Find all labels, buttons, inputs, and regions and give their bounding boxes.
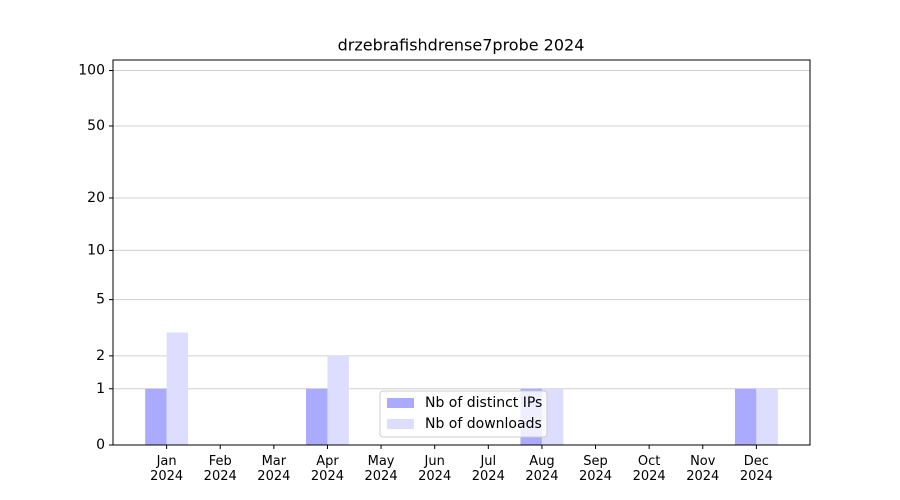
legend: Nb of distinct IPs Nb of downloads [379,390,548,438]
y-tick-label: 50 [87,118,105,134]
x-tick-label: Dec 2024 [739,454,773,484]
x-tick-label: Aug 2024 [525,454,559,484]
legend-box [379,390,548,438]
bar [734,388,757,445]
x-tick-label: Oct 2024 [632,454,666,484]
y-tick-label: 2 [96,348,105,364]
x-tick-label: Jun 2024 [418,454,452,484]
y-tick-label: 0 [96,437,105,453]
x-tick-label: Sep 2024 [578,454,613,484]
bar [306,388,328,445]
bar [327,355,349,445]
y-tick-label: 10 [87,242,105,258]
plot-frame [112,59,811,446]
legend-swatch [387,419,414,429]
chart-title: drzebrafishdrense7probe 2024 [338,36,585,55]
x-tick-label: Feb 2024 [203,454,237,484]
x-tick-label: May 2024 [364,454,398,484]
x-tick-label: Jan 2024 [150,454,184,484]
legend-label: Nb of downloads [425,416,542,432]
x-tick-label: Mar 2024 [257,454,291,484]
bar [166,332,189,445]
y-tick-label: 20 [87,190,105,206]
bar [145,388,167,445]
x-tick-label: Jul 2024 [471,454,505,484]
y-tick-label: 100 [78,63,105,79]
legend-label: Nb of distinct IPs [425,395,542,411]
legend-swatch [387,398,414,408]
y-tick-label: 5 [96,292,105,308]
x-tick-label: Nov 2024 [686,454,720,484]
x-tick-label: Apr 2024 [310,454,344,484]
bar [756,388,778,445]
y-tick-label: 1 [96,381,105,397]
